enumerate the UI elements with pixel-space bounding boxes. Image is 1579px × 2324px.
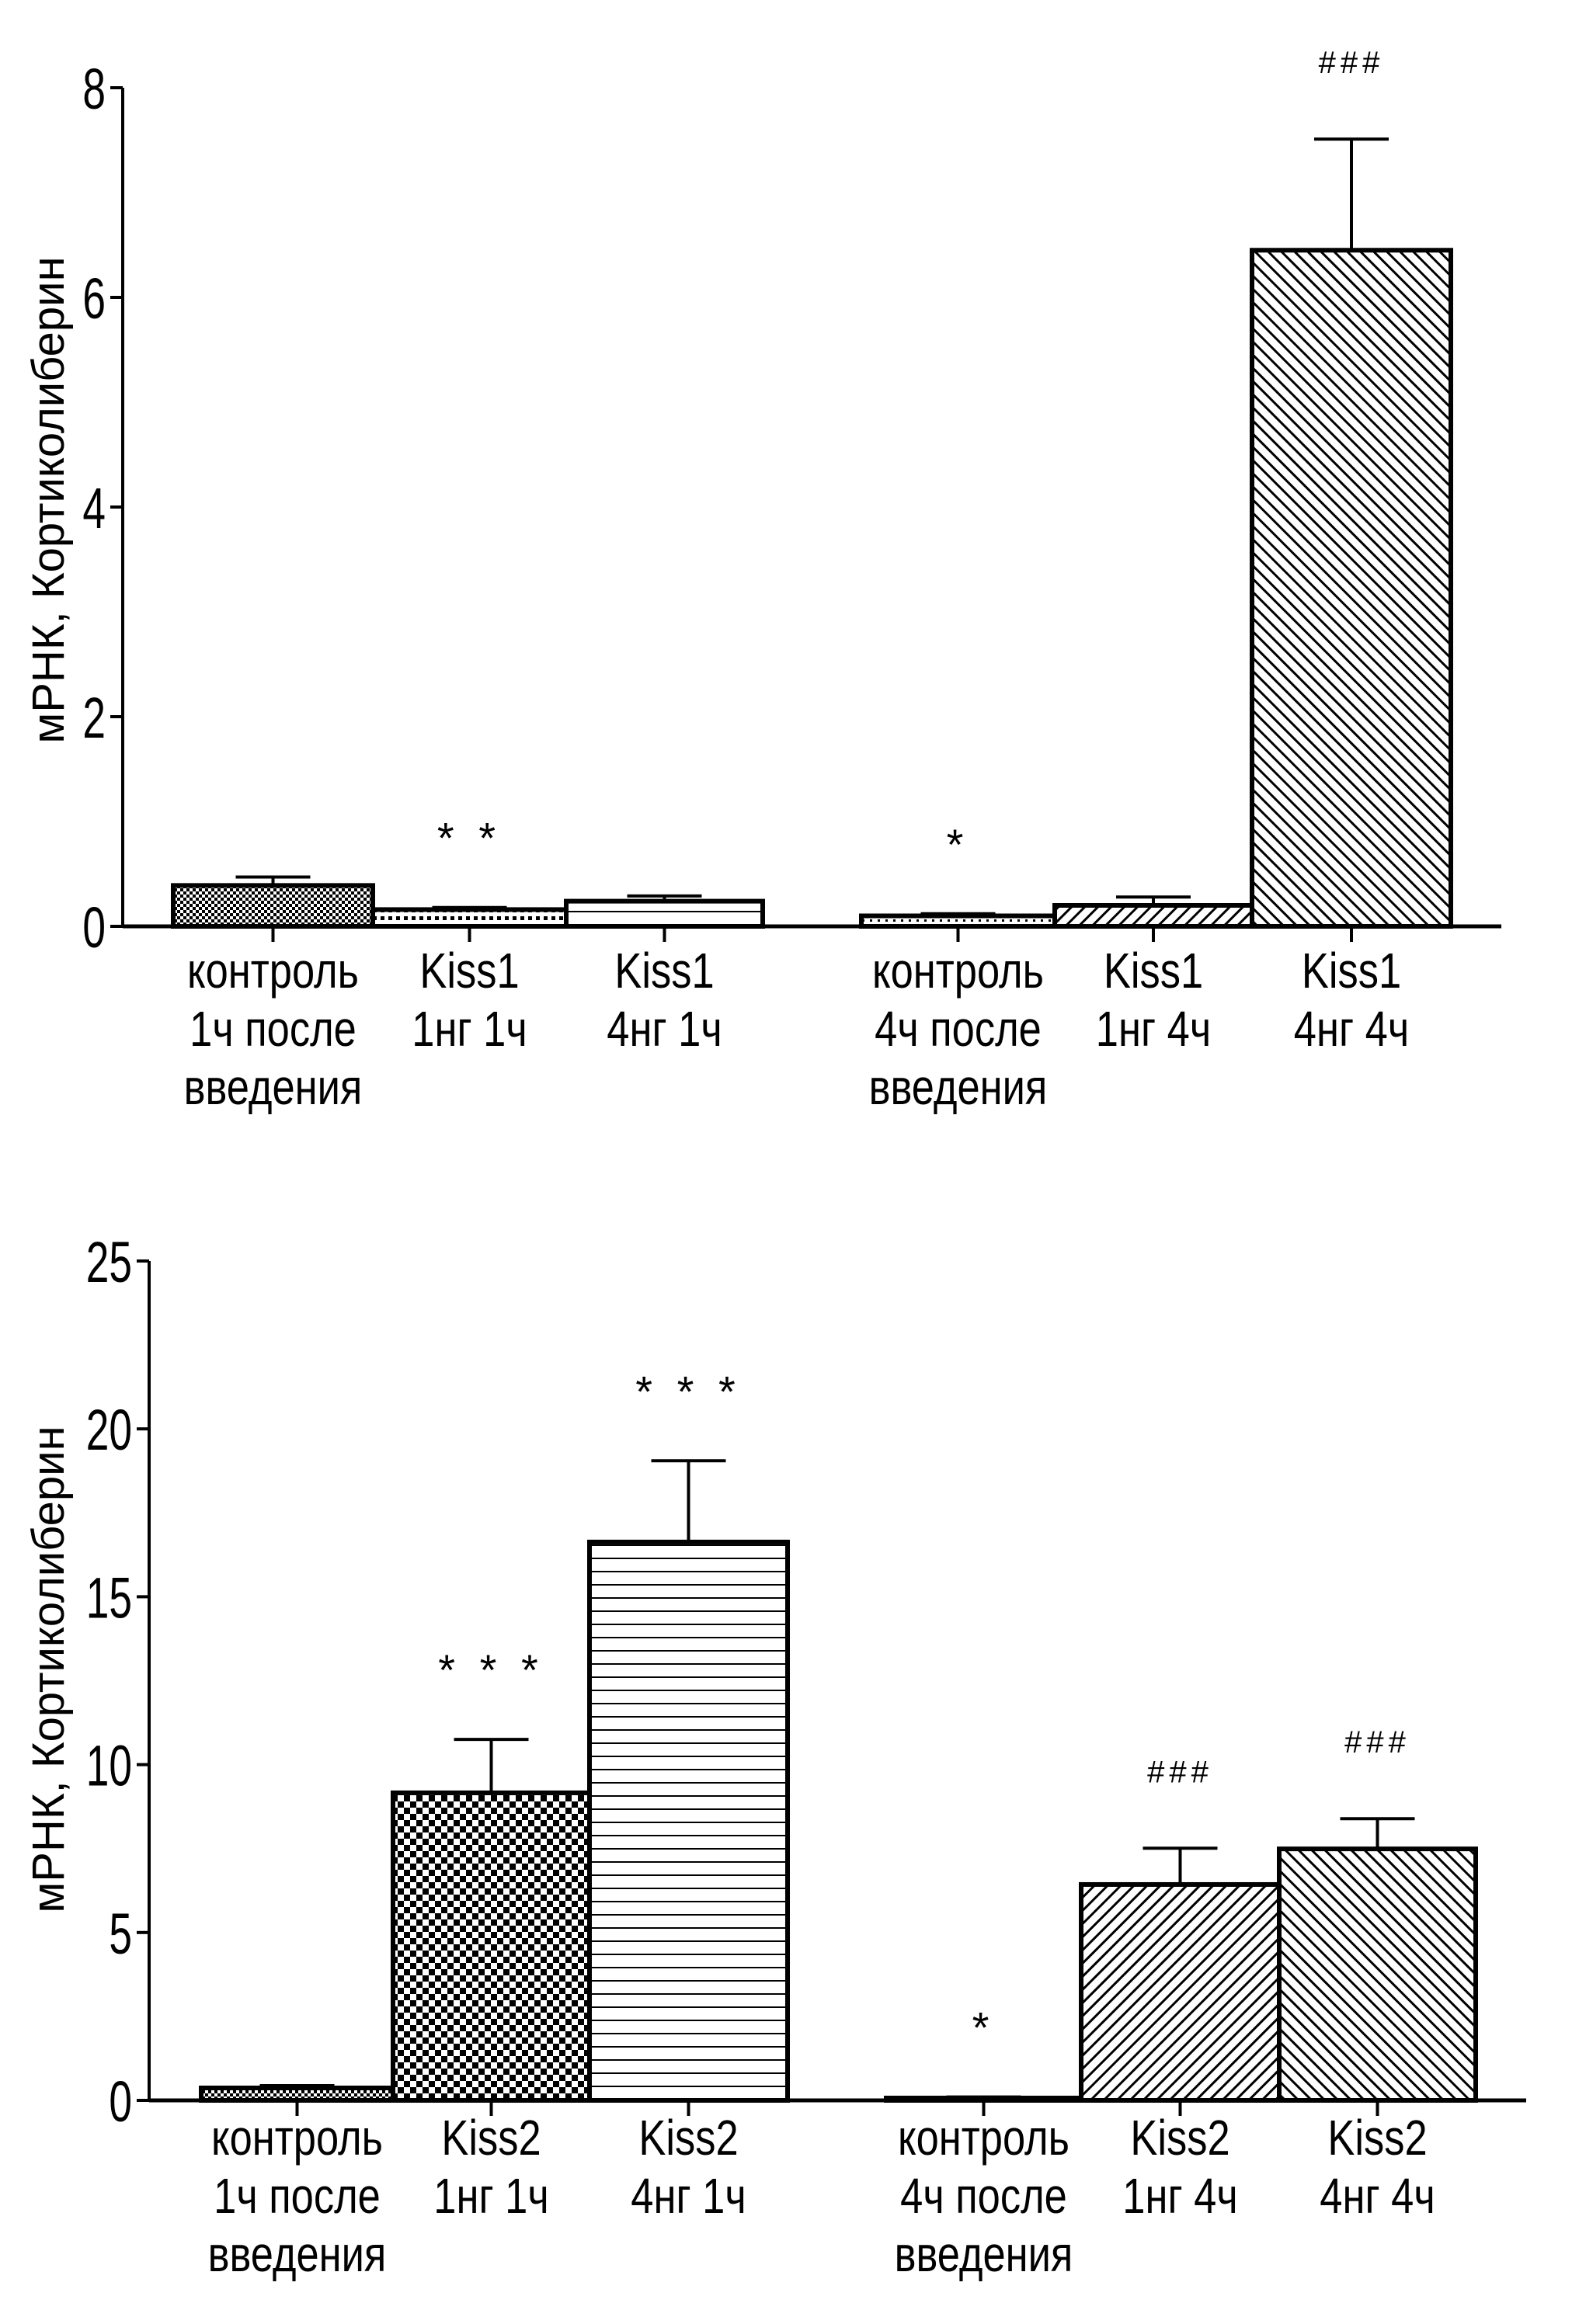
significance-hash: ### bbox=[1344, 1725, 1410, 1760]
significance-asterisk: * * bbox=[437, 814, 502, 863]
significance-asterisk: * bbox=[947, 820, 970, 869]
category-label: контроль bbox=[187, 943, 359, 999]
y-tick-label: 15 bbox=[86, 1566, 132, 1631]
bar bbox=[370, 907, 569, 929]
category-label: Kiss2 bbox=[1130, 2110, 1229, 2166]
category-label: 1нг 1ч bbox=[412, 1002, 527, 1057]
category-label: 4нг 4ч bbox=[1294, 1002, 1409, 1057]
bar bbox=[587, 1539, 790, 2103]
category-label: контроль bbox=[898, 2110, 1069, 2166]
category-label: Kiss2 bbox=[1327, 2110, 1427, 2166]
category-label: 4нг 1ч bbox=[631, 2169, 746, 2224]
y-tick-label: 4 bbox=[82, 476, 106, 540]
y-tick-label: 10 bbox=[86, 1734, 132, 1798]
y-tick-label: 8 bbox=[82, 57, 106, 121]
y-axis-label: мРНК, Кортиколиберин bbox=[23, 256, 74, 743]
category-label: 4ч после bbox=[900, 2169, 1067, 2224]
category-label: Kiss1 bbox=[1104, 943, 1203, 999]
bar bbox=[171, 883, 375, 929]
category-label: 4ч после bbox=[875, 1002, 1042, 1057]
category-label: Kiss1 bbox=[1302, 943, 1401, 999]
category-label: введения bbox=[869, 1060, 1048, 1115]
category-label: Kiss2 bbox=[441, 2110, 541, 2166]
y-tick-label: 25 bbox=[86, 1230, 132, 1294]
category-label: 1ч после bbox=[190, 1002, 356, 1057]
y-axis-label: мРНК, Кортиколиберин bbox=[23, 1426, 74, 1912]
y-tick-label: 2 bbox=[82, 686, 106, 750]
category-label: Kiss1 bbox=[419, 943, 519, 999]
bar bbox=[1250, 248, 1453, 929]
bar bbox=[564, 898, 765, 929]
category-label: введения bbox=[208, 2227, 387, 2282]
category-label: введения bbox=[895, 2227, 1073, 2282]
bar bbox=[1052, 903, 1254, 929]
category-label: Kiss2 bbox=[638, 2110, 738, 2166]
category-label: 4нг 4ч bbox=[1320, 2169, 1435, 2224]
significance-asterisk: * * * bbox=[438, 1645, 544, 1694]
bar bbox=[1277, 1846, 1478, 2103]
bar bbox=[391, 1790, 592, 2103]
category-label: контроль bbox=[211, 2110, 383, 2166]
y-tick-label: 0 bbox=[82, 895, 106, 960]
category-label: введения bbox=[184, 1060, 363, 1115]
category-label: 1нг 4ч bbox=[1096, 1002, 1211, 1057]
y-tick-label: 20 bbox=[86, 1398, 132, 1463]
significance-asterisk: * * * bbox=[635, 1367, 742, 1416]
y-tick-label: 0 bbox=[109, 2069, 132, 2134]
significance-hash: ### bbox=[1147, 1755, 1213, 1789]
y-tick-label: 6 bbox=[82, 266, 106, 331]
category-label: 4нг 1ч bbox=[607, 1002, 722, 1057]
category-label: 1ч после bbox=[214, 2169, 381, 2224]
y-tick-label: 5 bbox=[109, 1902, 132, 1966]
category-label: Kiss1 bbox=[614, 943, 714, 999]
significance-asterisk: * bbox=[972, 2003, 996, 2052]
bar bbox=[1079, 1881, 1282, 2103]
category-label: 1нг 4ч bbox=[1122, 2169, 1237, 2224]
significance-hash: ### bbox=[1319, 46, 1385, 80]
category-label: контроль bbox=[872, 943, 1044, 999]
category-label: 1нг 1ч bbox=[433, 2169, 548, 2224]
